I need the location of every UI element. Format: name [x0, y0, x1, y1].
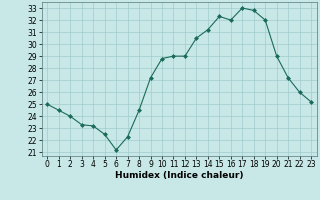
- X-axis label: Humidex (Indice chaleur): Humidex (Indice chaleur): [115, 171, 244, 180]
